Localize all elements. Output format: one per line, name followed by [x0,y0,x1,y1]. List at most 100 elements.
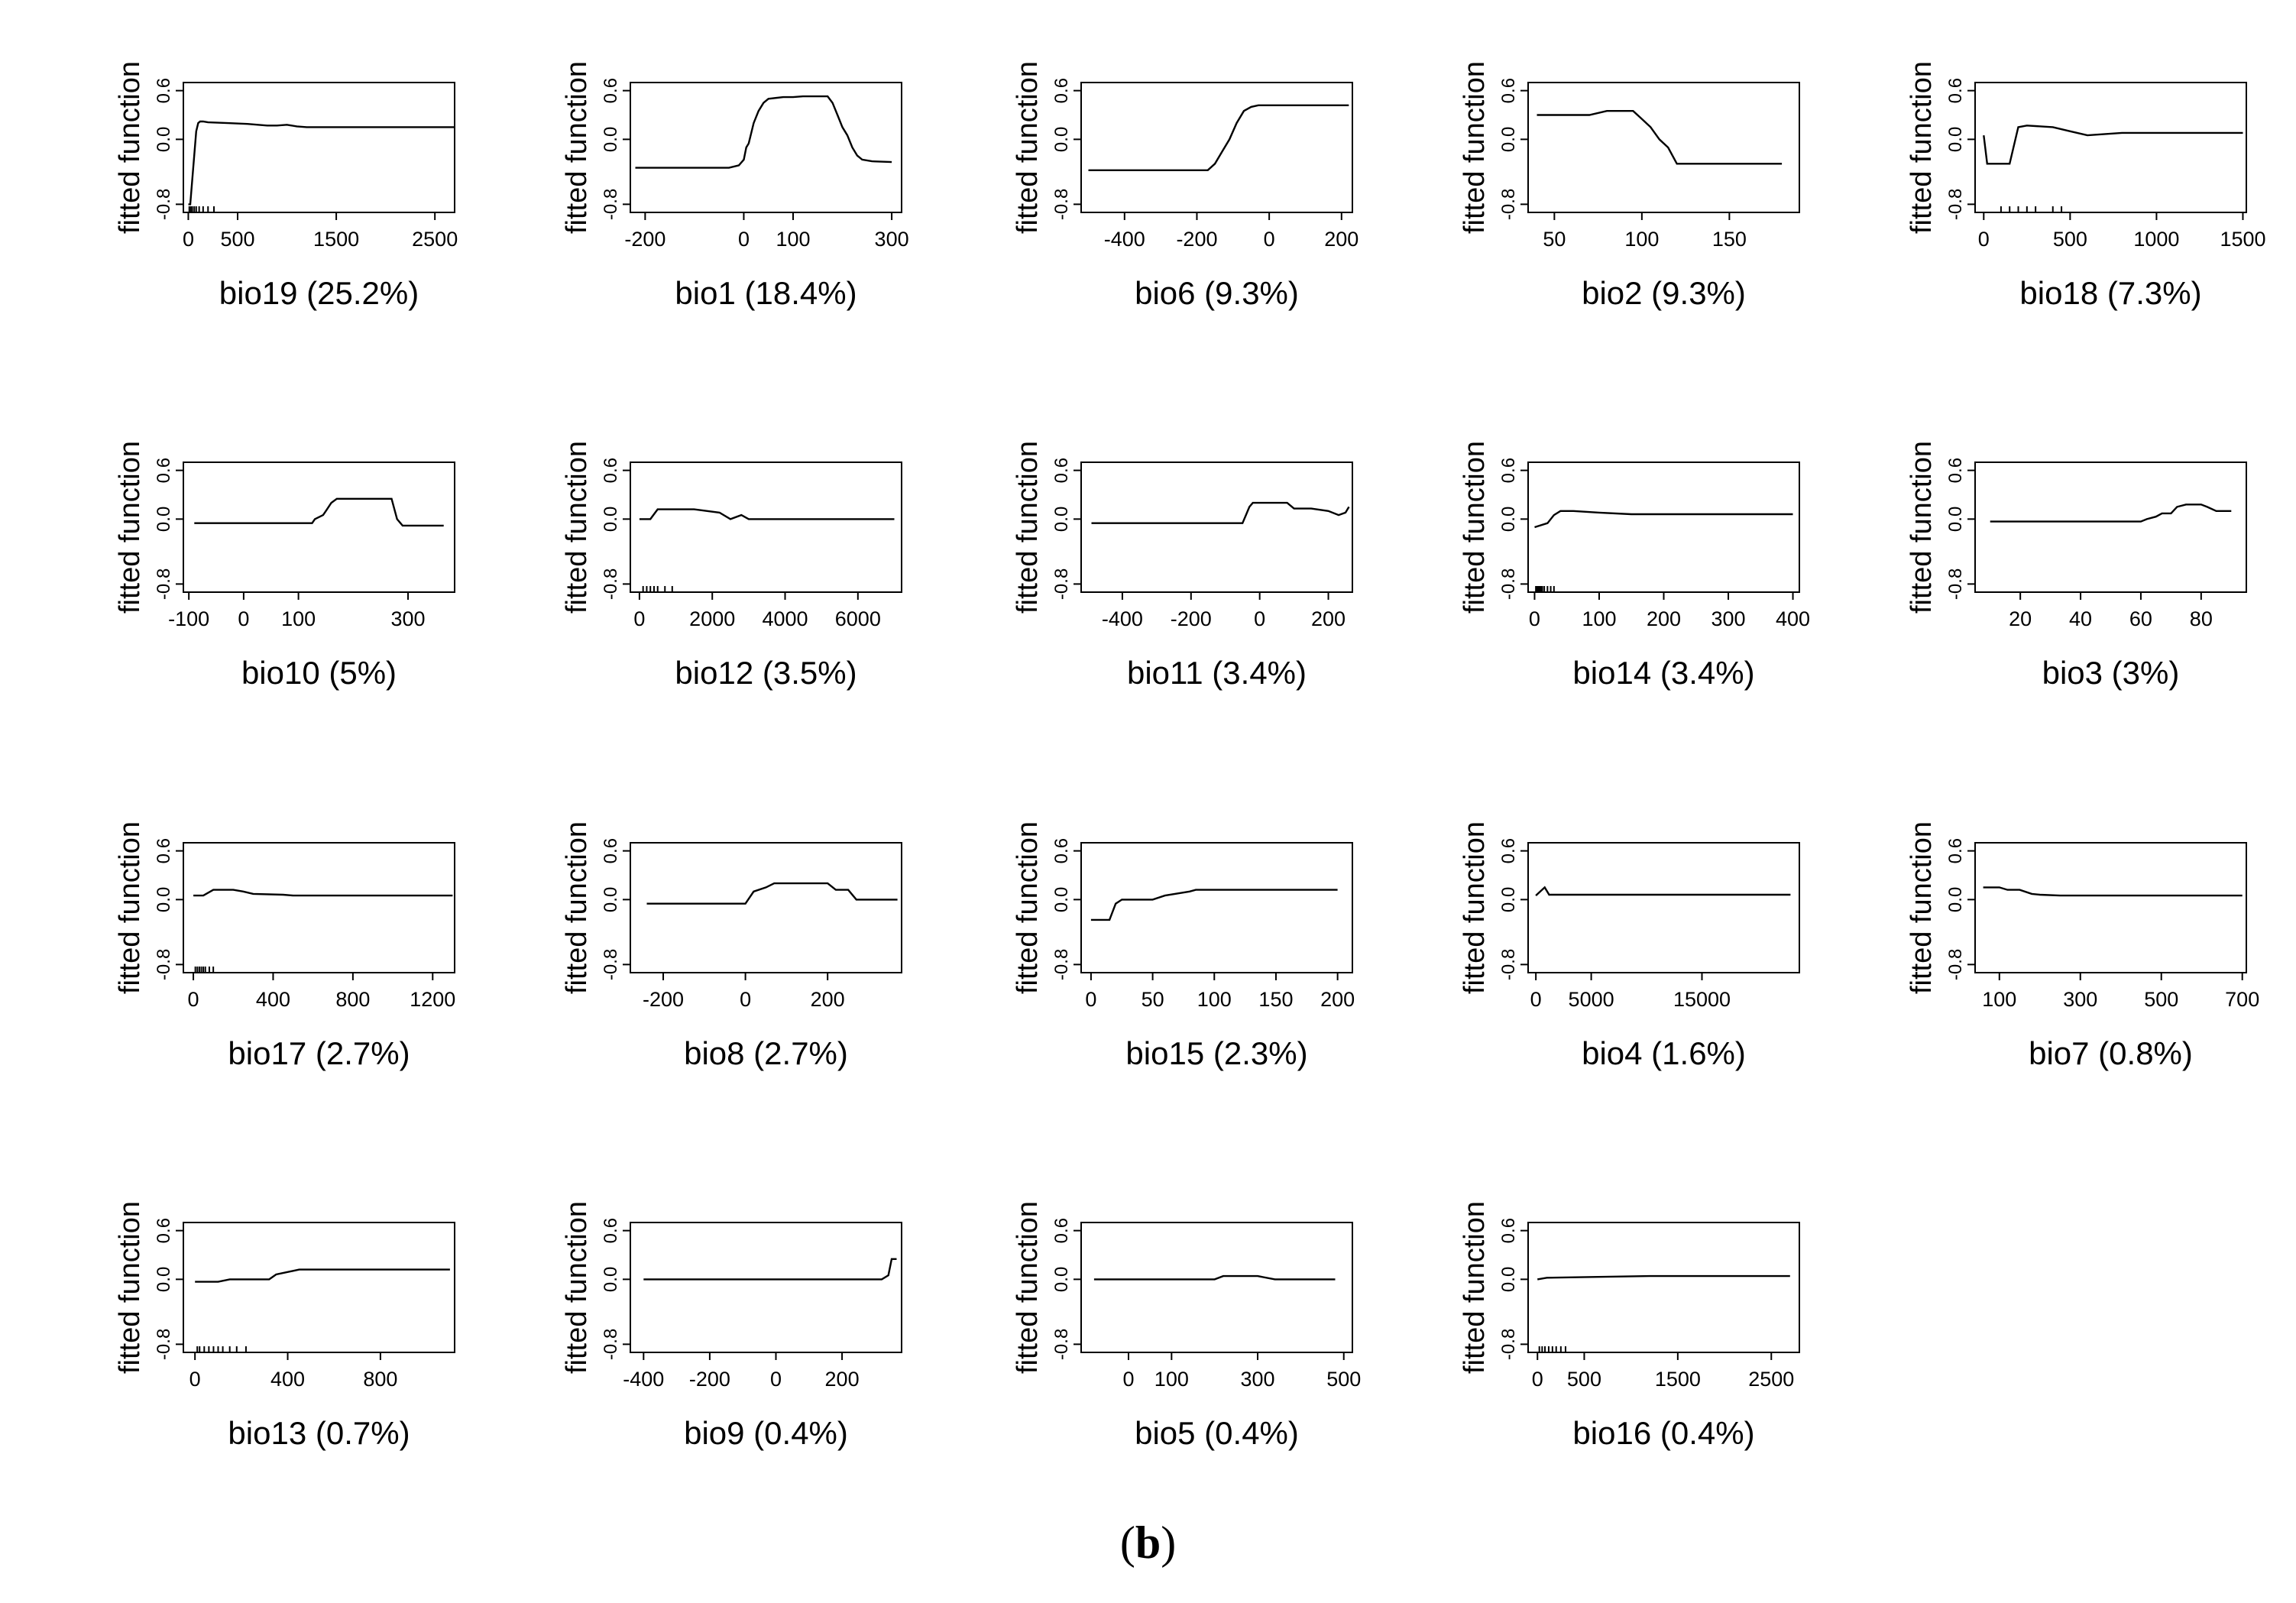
x-tick-label: 200 [825,1368,860,1391]
x-tick-label: 2000 [689,607,735,630]
fitted-line [1537,1274,1790,1281]
y-tick-label: -0.8 [154,189,174,220]
x-tick-label: 400 [1776,607,1810,630]
x-tick-label: 0 [189,1368,201,1391]
x-tick-label: 20 [2009,607,2032,630]
plot-frame [183,842,455,973]
plot-frame [1974,842,2247,973]
x-tick-label: 0 [238,607,249,630]
y-tick-label: 0.6 [601,78,621,103]
panel-bio17: -0.8 0.0 0.6 0 400 800 1200 fitted function bio1… [114,821,455,1071]
x-tick-label: 300 [1241,1368,1275,1391]
x-tick-label: 0 [1978,228,1990,251]
x-tick-label: -200 [1176,228,1217,251]
y-axis-title: fitted function [1906,441,1938,614]
x-tick-label: 200 [1647,607,1681,630]
fitted-line [639,508,895,520]
x-tick-label: 5000 [1569,988,1614,1011]
plot-frame [630,461,902,593]
y-axis-title: fitted function [114,441,146,614]
x-tick-label: 500 [1567,1368,1601,1391]
x-axis-title: bio8 (2.7%) [684,1035,848,1071]
x-axis-title: bio15 (2.3%) [1125,1035,1307,1071]
x-tick-label: 500 [2144,988,2178,1011]
x-tick-label: 0 [1122,1368,1134,1391]
y-tick-label: 0.0 [1498,1267,1519,1292]
y-tick-label: 0.0 [154,887,174,912]
x-tick-label: 0 [188,988,199,1011]
x-tick-label: 1500 [2220,228,2265,251]
x-tick-label: -200 [689,1368,730,1391]
x-axis-title: bio14 (3.4%) [1572,655,1754,691]
x-axis-title: bio3 (3%) [2042,655,2180,691]
fitted-line [1983,125,2243,165]
fitted-line [1090,889,1338,921]
x-axis-title: bio5 (0.4%) [1135,1415,1299,1451]
x-tick-label: 50 [1142,988,1164,1011]
y-tick-label: 0.0 [1051,887,1072,912]
plot-frame [1527,1222,1800,1353]
panel-bio13: -0.8 0.0 0.6 0 400 800 fitted function bio13 (0… [114,1201,455,1451]
x-axis-title: bio12 (3.5%) [675,655,857,691]
x-tick-label: 1500 [1655,1368,1701,1391]
x-tick-label: -400 [1102,607,1143,630]
y-tick-label: 0.6 [154,458,174,483]
x-axis-title: bio13 (0.7%) [228,1415,410,1451]
panel-bio14: -0.8 0.0 0.6 0 100 200 300 400 fitted function bi… [1459,441,1810,691]
panel-bio7: -0.8 0.0 0.6 100 300 500 700 fitted function bio… [1906,821,2259,1071]
x-tick-label: 500 [1326,1368,1361,1391]
x-axis-title: bio17 (2.7%) [228,1035,410,1071]
y-axis-title: fitted function [561,1201,593,1374]
x-tick-label: 2500 [412,228,458,251]
x-tick-label: 0 [770,1368,782,1391]
x-tick-label: 400 [256,988,290,1011]
y-tick-label: -0.8 [154,568,174,600]
x-axis-title: bio1 (18.4%) [675,275,857,311]
x-tick-label: -200 [643,988,684,1011]
x-tick-label: 100 [281,607,316,630]
fitted-line [643,1258,897,1281]
x-tick-label: 0 [183,228,194,251]
panel-bio5: -0.8 0.0 0.6 0 100 300 500 fitted function bio5 … [1012,1201,1361,1451]
x-tick-label: 300 [1711,607,1745,630]
plot-frame [1080,1222,1353,1353]
y-tick-label: 0.6 [1051,458,1072,483]
panel-bio18: -0.8 0.0 0.6 0 500 1000 1500 fitted function bio… [1906,61,2266,311]
figure-label: b [1135,1517,1161,1568]
plot-frame [1080,82,1353,213]
plot-frame [1527,82,1800,213]
y-tick-label: -0.8 [154,1329,174,1360]
plot-frame [630,82,902,213]
x-tick-label: 50 [1543,228,1566,251]
y-tick-label: 0.0 [1945,507,1966,532]
fitted-line [1537,109,1783,165]
x-axis-title: bio18 (7.3%) [2019,275,2201,311]
y-tick-label: -0.8 [1051,949,1072,980]
x-tick-label: 4000 [762,607,808,630]
x-tick-label: 60 [2129,607,2152,630]
y-tick-label: 0.6 [601,458,621,483]
x-tick-label: 300 [875,228,909,251]
panel-bio16: -0.8 0.0 0.6 0 500 1500 2500 fitted function bio… [1459,1201,1800,1451]
y-tick-label: 0.0 [154,127,174,152]
x-tick-label: 0 [633,607,645,630]
y-tick-label: 0.0 [1498,887,1519,912]
x-tick-label: 6000 [835,607,881,630]
x-axis-title: bio16 (0.4%) [1572,1415,1754,1451]
x-axis-title: bio19 (25.2%) [219,275,419,311]
y-tick-label: 0.6 [1945,838,1966,863]
y-axis-title: fitted function [1459,61,1491,234]
y-tick-label: 0.6 [1498,78,1519,103]
panel-bio10: -0.8 0.0 0.6 -100 0 100 300 fitted function bio1… [114,441,455,691]
y-tick-label: -0.8 [1945,189,1966,220]
fitted-line [1535,886,1791,896]
x-tick-label: 800 [335,988,370,1011]
y-tick-label: -0.8 [1051,1329,1072,1360]
y-tick-label: -0.8 [154,949,174,980]
y-tick-label: 0.0 [1051,507,1072,532]
x-tick-label: 100 [1582,607,1616,630]
x-tick-label: 0 [1529,607,1540,630]
y-tick-label: 0.0 [601,507,621,532]
y-tick-label: 0.0 [154,1267,174,1292]
